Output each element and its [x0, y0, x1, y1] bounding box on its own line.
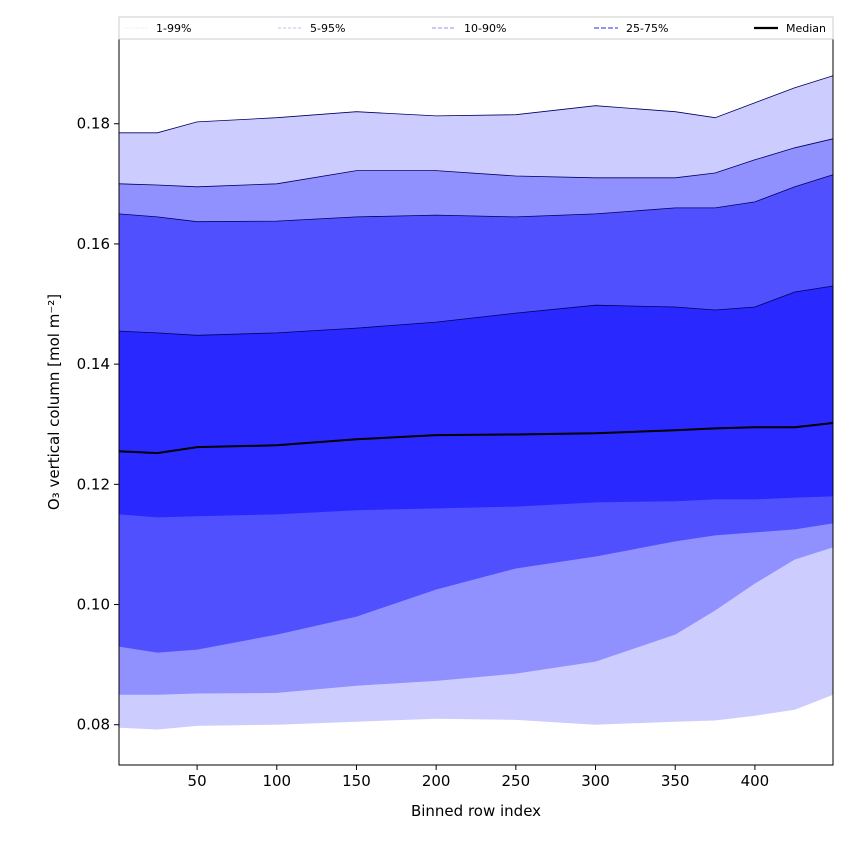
band-upper-line-1-99% — [119, 75, 834, 134]
legend-label-5-95%: 5-95% — [310, 22, 345, 35]
x-tick-label: 350 — [661, 772, 690, 790]
band-upper-line-10-90% — [118, 174, 834, 223]
y-tick-label: 0.12 — [77, 475, 110, 493]
band-25-75% — [119, 286, 833, 518]
legend-label-1-99%: 1-99% — [156, 22, 191, 35]
median-line — [118, 422, 834, 455]
legend: 1-99% 5-95% 10-90% 25-75% Median — [118, 16, 834, 40]
x-axis-label: Binned row index — [411, 802, 541, 820]
x-tick-label: 200 — [422, 772, 451, 790]
legend-label-Median: Median — [786, 22, 826, 35]
y-tick-label: 0.18 — [77, 115, 110, 133]
y-tick-label: 0.10 — [77, 596, 110, 614]
y-tick-label: 0.16 — [77, 235, 110, 253]
legend-label-10-90%: 10-90% — [464, 22, 506, 35]
band-upper-line-5-95% — [118, 138, 834, 188]
x-tick-label: 300 — [581, 772, 610, 790]
x-tick-label: 250 — [502, 772, 531, 790]
legend-box — [118, 16, 834, 40]
y-axis-label: O₃ vertical column [mol m⁻²] — [45, 294, 63, 510]
band-upper-line-25-75% — [118, 285, 834, 336]
y-tick-label: 0.14 — [77, 355, 110, 373]
x-tick-label: 400 — [741, 772, 770, 790]
x-tick-label: 150 — [342, 772, 371, 790]
x-tick-label: 100 — [262, 772, 291, 790]
x-tick-label: 50 — [188, 772, 207, 790]
legend-label-25-75%: 25-75% — [626, 22, 668, 35]
y-tick-label: 0.08 — [77, 716, 110, 734]
